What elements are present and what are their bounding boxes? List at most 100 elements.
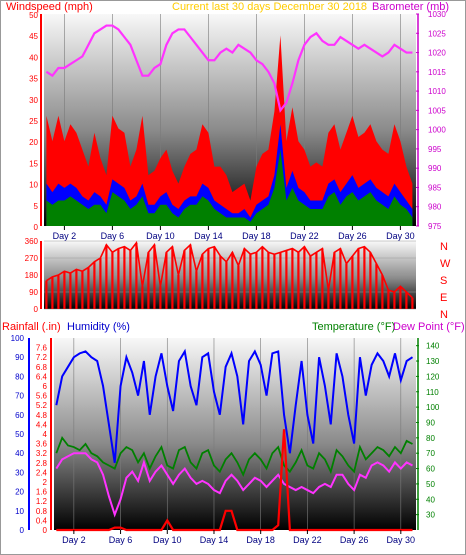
wind-series <box>45 24 413 227</box>
wind-y-tick-label: 20 <box>29 138 38 147</box>
baro-y-tick-label: 995 <box>428 145 442 154</box>
temperature-line <box>55 436 413 477</box>
baro-y-tick-label: 1020 <box>428 49 446 58</box>
wind-x-tick-label: Day 30 <box>386 231 415 241</box>
temperature-title: Temperature (°F) <box>312 321 395 333</box>
direction-y-tick-label: 360 <box>25 237 39 246</box>
rain-y-tick-label: 6 <box>43 382 48 391</box>
wind-y-tick-label: 30 <box>29 96 38 105</box>
temp-y-tick-label: 90 <box>426 418 435 427</box>
temp-y-tick-label: 50 <box>426 480 435 489</box>
wind-x-tick-label: Day 26 <box>338 231 367 241</box>
temp-y-tick-label: 40 <box>426 495 435 504</box>
humidity-x-tick-label: Day 2 <box>62 535 86 545</box>
baro-y-tick-label: 990 <box>428 164 442 173</box>
humidity-y-tick-label: 80 <box>15 372 24 381</box>
humidity-y-tick-label: 40 <box>15 449 24 458</box>
rain-y-tick-label: 3.2 <box>36 449 48 458</box>
rain-y-tick-label: 1.6 <box>36 488 48 497</box>
rain-y-tick-label: 5.2 <box>36 401 48 410</box>
wind-y-tick-label: 50 <box>29 11 38 20</box>
wind-y-tick-label: 5 <box>34 202 39 211</box>
baro-y-tick-label: 1000 <box>428 126 446 135</box>
humidity-x-tick-label: Day 18 <box>246 535 275 545</box>
temp-y-tick-label: 60 <box>426 465 435 474</box>
humidity-x-tick-label: Day 6 <box>109 535 133 545</box>
period-title: Current last 30 days December 30 2018 <box>172 1 367 13</box>
baro-y-tick-label: 975 <box>428 222 442 231</box>
humidity-y-tick-label: 10 <box>15 507 24 516</box>
rain-y-tick-label: 1.2 <box>36 497 48 506</box>
temp-y-tick-label: 100 <box>426 403 440 412</box>
wind-title: Windspeed (mph) <box>6 1 93 13</box>
humidity-x-tick-label: Day 14 <box>200 535 229 545</box>
temp-y-tick-label: 120 <box>426 372 440 381</box>
direction-axes: 0 90 180 270 360 <box>25 237 42 314</box>
compass-letter: N <box>440 309 448 321</box>
baro-y-tick-label: 985 <box>428 183 442 192</box>
temp-y-tick-label: 130 <box>426 357 440 366</box>
rain-y-tick-label: 4.4 <box>36 420 48 429</box>
humidity-y-tick-label: 20 <box>15 488 24 497</box>
wind-axes: Day 2 Day 6 Day 10 Day 14 Day 18 Day 22 Day 26… <box>29 10 446 241</box>
humidity-x-tick-label: Day 30 <box>387 535 416 545</box>
rain-y-tick-label: 7.2 <box>36 353 48 362</box>
humidity-line <box>55 348 414 463</box>
rain-y-tick-label: 2.4 <box>36 468 48 477</box>
rain-y-tick-label: 4.8 <box>36 411 48 420</box>
baro-y-tick-label: 1025 <box>428 29 446 38</box>
humidity-axes: Day 2 Day 6 Day 10 Day 14 Day 18 Day 22 Day 26… <box>11 334 440 545</box>
baro-y-tick-label: 1010 <box>428 87 446 96</box>
temp-y-tick-label: 80 <box>426 434 435 443</box>
wind-y-tick-label: 10 <box>29 181 38 190</box>
humidity-y-tick-label: 100 <box>11 334 25 343</box>
dewpoint-title: Dew Point (°F) <box>393 321 465 333</box>
humidity-x-tick-label: Day 22 <box>293 535 322 545</box>
wind-x-tick-label: Day 10 <box>146 231 175 241</box>
direction-y-tick-label: 0 <box>34 305 39 314</box>
rain-y-tick-label: 0 <box>43 526 48 535</box>
direction-y-tick-label: 270 <box>25 254 39 263</box>
humidity-title: Humidity (%) <box>67 321 130 333</box>
temp-y-tick-label: 30 <box>426 511 435 520</box>
humidity-y-tick-label: 70 <box>15 392 24 401</box>
rain-y-tick-label: 2 <box>43 478 48 487</box>
temp-y-tick-label: 140 <box>426 342 440 351</box>
gust-average-area <box>46 124 413 226</box>
baro-y-tick-label: 1030 <box>428 10 446 19</box>
temp-y-tick-label: 110 <box>426 388 439 397</box>
barometer-line <box>45 24 413 113</box>
wind-speed-area <box>46 35 413 227</box>
rain-y-tick-label: 3.6 <box>36 440 48 449</box>
wind-y-tick-label: 45 <box>29 32 38 41</box>
wind-y-tick-label: 15 <box>29 159 38 168</box>
rain-y-tick-label: 5.6 <box>36 392 48 401</box>
humidity-x-tick-label: Day 26 <box>340 535 369 545</box>
wind-x-tick-label: Day 18 <box>242 231 271 241</box>
wind-x-tick-label: Day 14 <box>194 231 223 241</box>
rain-y-tick-label: 0.8 <box>36 507 48 516</box>
direction-y-tick-label: 90 <box>29 288 38 297</box>
rain-y-tick-label: 6.8 <box>36 363 48 372</box>
compass-letter: N <box>440 241 448 253</box>
rain-y-tick-label: 7.6 <box>36 344 48 353</box>
humidity-x-tick-label: Day 10 <box>153 535 182 545</box>
wind-y-tick-label: 35 <box>29 75 38 84</box>
dewpoint-line <box>55 452 413 518</box>
rain-y-tick-label: 2.8 <box>36 459 48 468</box>
humidity-y-tick-label: 30 <box>15 468 24 477</box>
compass-letter: E <box>440 292 447 304</box>
rain-title: Rainfall (.in) <box>2 321 61 333</box>
wind-x-tick-label: Day 22 <box>290 231 319 241</box>
compass-letter: S <box>440 275 447 287</box>
rain-y-tick-label: 6.4 <box>36 372 48 381</box>
rain-y-tick-label: 0.4 <box>36 516 48 525</box>
rain-y-tick-label: 4 <box>43 430 48 439</box>
humidity-series <box>55 348 414 532</box>
humidity-y-tick-label: 60 <box>15 411 24 420</box>
temp-y-tick-label: 70 <box>426 449 435 458</box>
wind-y-tick-label: 0 <box>34 223 39 232</box>
rainfall-line <box>56 429 413 532</box>
